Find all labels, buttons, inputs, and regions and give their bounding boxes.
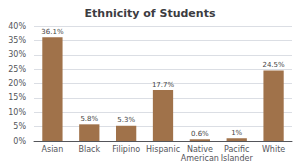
svg-text:5.3%: 5.3%: [117, 116, 135, 124]
svg-text:5.8%: 5.8%: [80, 115, 98, 123]
svg-text:Native: Native: [187, 145, 213, 154]
svg-text:American: American: [181, 154, 219, 163]
svg-text:15%: 15%: [8, 93, 26, 102]
svg-text:White: White: [262, 145, 285, 154]
svg-text:10%: 10%: [8, 108, 26, 117]
svg-text:1%: 1%: [231, 129, 242, 137]
svg-text:Black: Black: [78, 145, 100, 154]
svg-text:Ethnicity of Students: Ethnicity of Students: [85, 7, 216, 20]
svg-text:25%: 25%: [8, 65, 26, 74]
svg-text:0%: 0%: [13, 137, 26, 146]
svg-text:Asian: Asian: [42, 145, 64, 154]
svg-text:24.5%: 24.5%: [262, 61, 285, 69]
svg-text:36.1%: 36.1%: [41, 28, 64, 36]
svg-text:5%: 5%: [13, 122, 26, 131]
svg-text:Islander: Islander: [221, 154, 254, 163]
svg-text:35%: 35%: [8, 36, 26, 45]
svg-text:30%: 30%: [8, 50, 26, 59]
svg-text:17.7%: 17.7%: [152, 81, 175, 89]
svg-text:Filipino: Filipino: [112, 145, 140, 154]
svg-text:40%: 40%: [8, 22, 26, 31]
svg-text:0.6%: 0.6%: [191, 130, 209, 138]
svg-text:20%: 20%: [8, 79, 26, 88]
svg-text:Hispanic: Hispanic: [146, 145, 180, 154]
svg-text:Pacific: Pacific: [224, 145, 249, 154]
